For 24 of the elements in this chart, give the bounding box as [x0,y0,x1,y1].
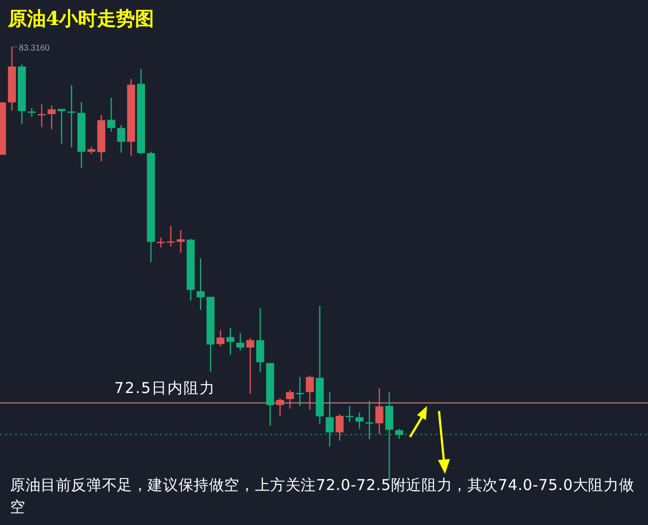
candlestick [336,414,344,442]
candlestick [375,388,384,435]
candlestick [38,104,46,128]
candlestick [58,108,66,145]
candlestick [216,330,224,347]
candlestick [236,332,244,352]
candlestick [355,412,364,430]
candlestick [326,392,334,448]
candlestick [395,428,404,440]
candlestick [286,389,294,410]
candlestick [256,308,264,373]
annotation: 83.3160 [18,42,50,52]
candlestick [117,124,126,154]
candlestick [196,258,205,310]
candlestick [28,107,36,118]
candlestick [48,104,56,130]
candlestick [246,337,254,394]
candlestick [107,97,116,132]
ref-line-label: 72.5日内阻力 [114,378,216,397]
candlestick [306,375,314,410]
annotation: 原油目前反弹不足，建议保持做空，上方关注72.0-72.5附近阻力，其次74.0-75.0大阻力做空 [10,475,636,518]
candlestick [226,327,234,356]
chart-title: 原油4小时走势图 [7,8,154,30]
candlestick [276,398,284,417]
